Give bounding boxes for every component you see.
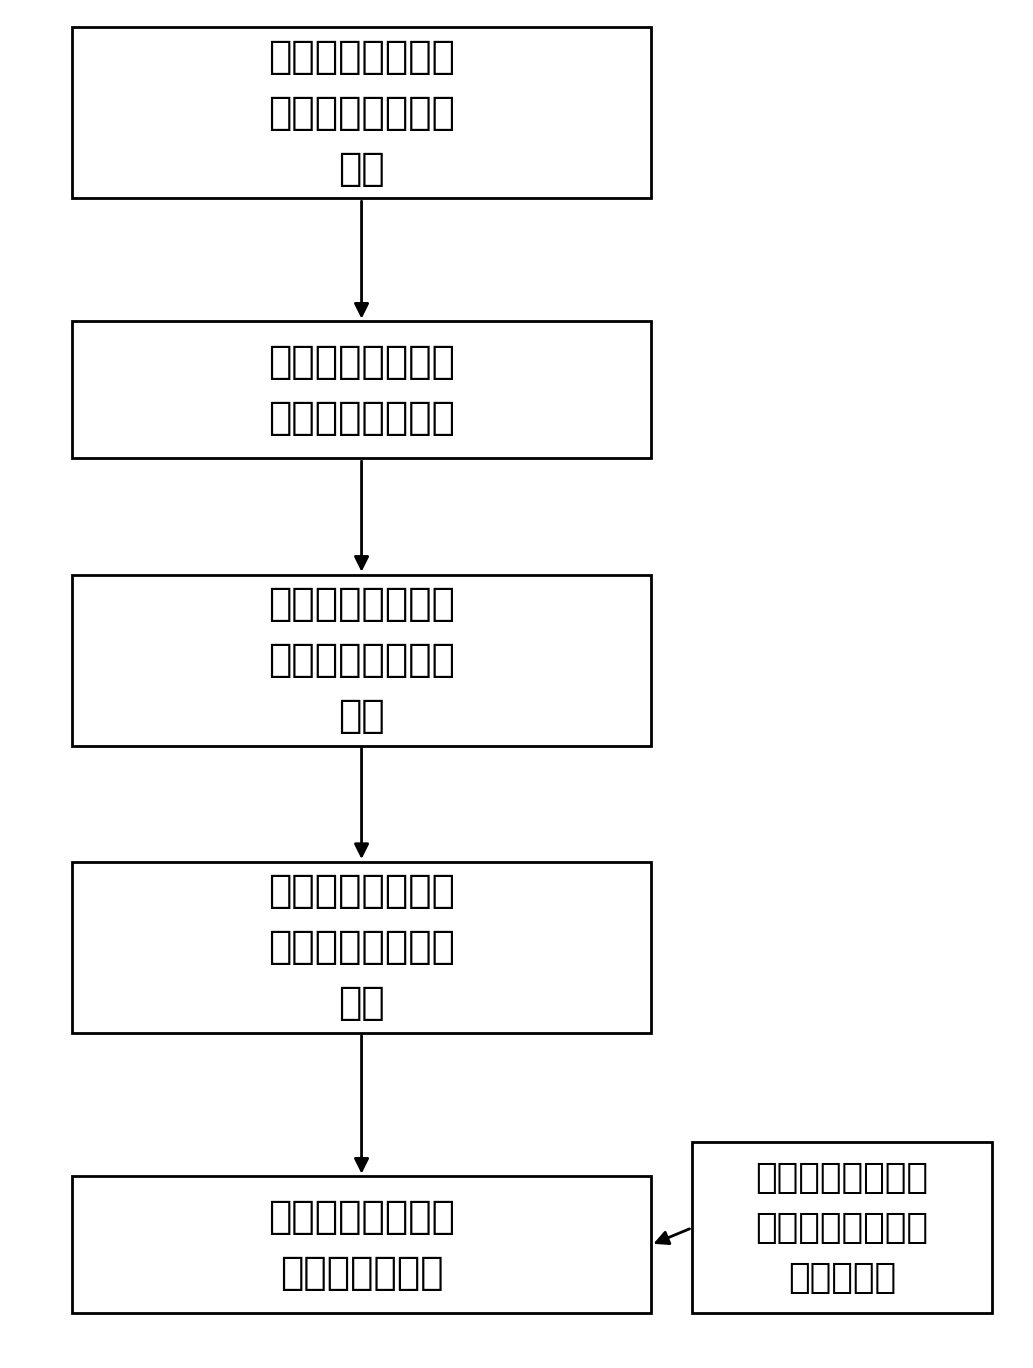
FancyBboxPatch shape [692, 1142, 992, 1313]
FancyBboxPatch shape [72, 1176, 651, 1313]
Text: 分析压低用辅弓的
的结构特征和加载
特征: 分析压低用辅弓的 的结构特征和加载 特征 [268, 38, 456, 187]
FancyBboxPatch shape [72, 575, 651, 746]
Text: 建立压低用辅弓矫
治力矩预测模型: 建立压低用辅弓矫 治力矩预测模型 [268, 1198, 456, 1291]
Text: 建立压低用辅弓侧
面观圆弧矫治力矩
方程: 建立压低用辅弓侧 面观圆弧矫治力矩 方程 [268, 586, 456, 735]
FancyBboxPatch shape [72, 27, 651, 198]
Text: 建立压低用辅弓前
面观圆弧矫治力矩
方程: 建立压低用辅弓前 面观圆弧矫治力矩 方程 [268, 873, 456, 1022]
Text: 建立蜡制颌堤模拟
牙齿移动过程中动
态阻力模型: 建立蜡制颌堤模拟 牙齿移动过程中动 态阻力模型 [755, 1160, 929, 1295]
Text: 提取压低用辅弓矫
治力矩的影响参数: 提取压低用辅弓矫 治力矩的影响参数 [268, 343, 456, 436]
FancyBboxPatch shape [72, 862, 651, 1033]
FancyBboxPatch shape [72, 321, 651, 458]
